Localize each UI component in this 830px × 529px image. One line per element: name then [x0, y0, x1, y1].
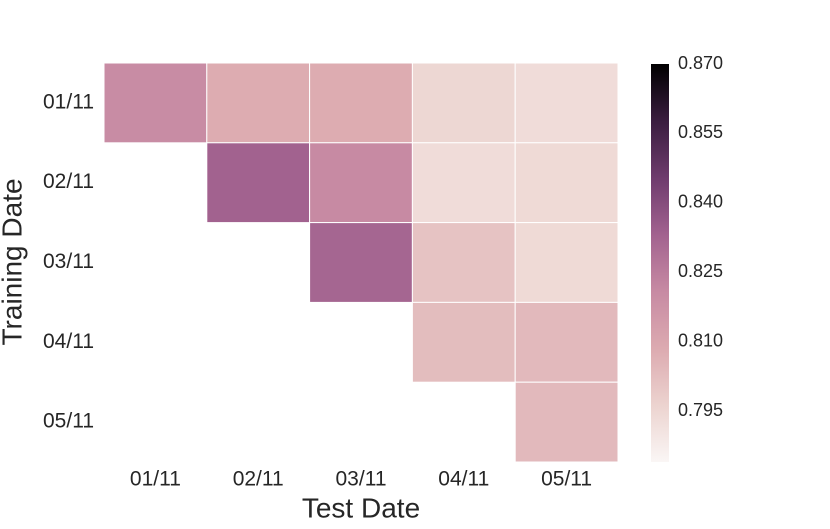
heatmap-cell — [411, 142, 516, 224]
heatmap-cell — [206, 62, 311, 144]
colorbar-tick-label: 0.795 — [678, 400, 723, 420]
heatmap-cell — [206, 142, 311, 224]
heatmap-cell — [514, 142, 619, 224]
colorbar-tick-label: 0.825 — [678, 261, 723, 281]
y-axis-label: Training Date — [0, 178, 27, 345]
y-tick-label: 03/11 — [43, 250, 94, 273]
x-tick-label: 02/11 — [233, 468, 284, 491]
colorbar — [651, 64, 669, 462]
x-tick-label: 03/11 — [336, 468, 387, 491]
heatmap-cell — [309, 142, 413, 224]
x-tick-label: 05/11 — [541, 468, 592, 491]
heatmap-cell — [411, 62, 516, 144]
colorbar-tick-label: 0.870 — [678, 53, 723, 73]
heatmap-cell — [309, 222, 413, 303]
y-tick-label: 05/11 — [43, 410, 94, 433]
x-tick-label: 01/11 — [130, 468, 181, 491]
colorbar-tick-label: 0.840 — [678, 192, 723, 212]
heatmap-cell — [309, 62, 413, 144]
y-tick-label: 01/11 — [43, 90, 94, 113]
y-tick-label: 02/11 — [43, 170, 94, 193]
heatmap-cell — [103, 62, 208, 144]
heatmap-cell — [411, 301, 516, 383]
heatmap-cell — [514, 301, 619, 383]
heatmap-cell — [514, 62, 619, 144]
heatmap-cell — [411, 222, 516, 303]
y-tick-label: 04/11 — [43, 330, 94, 353]
x-tick-label: 04/11 — [438, 468, 489, 491]
heatmap-cell — [514, 222, 619, 303]
heatmap-cell — [514, 381, 619, 463]
colorbar-tick-label: 0.810 — [678, 330, 723, 350]
colorbar-tick-label: 0.855 — [678, 122, 723, 142]
x-axis-label: Test Date — [302, 492, 420, 523]
